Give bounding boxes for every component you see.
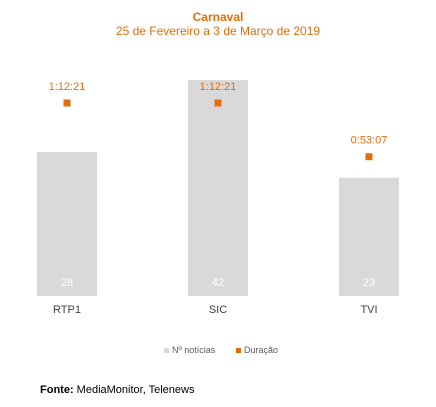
bar-label-tvi: 23 [363,277,375,289]
legend-swatch-duracao [236,348,241,353]
legend-swatch-noticias [164,348,169,353]
bar-label-sic: 42 [212,277,224,289]
duration-marker-sic [214,99,222,107]
bar-label-rtp1: 28 [61,277,73,289]
duration-label-tvi: 0:53:07 [351,135,388,147]
legend-label-noticias: Nº notícias [172,345,216,355]
x-tick-label-sic: SIC [209,304,227,316]
duration-marker-tvi [365,153,373,161]
source-note: Fonte: MediaMonitor, Telenews [40,384,194,396]
duration-label-sic: 1:12:21 [200,81,237,93]
source-text: MediaMonitor, Telenews [73,384,195,396]
x-tick-label-rtp1: RTP1 [53,304,81,316]
chart-title: Carnaval [192,10,244,24]
x-tick-label-tvi: TVI [360,304,377,316]
source-label: Fonte: [40,384,74,396]
bar-sic [188,80,248,296]
chart-subtitle: 25 de Fevereiro a 3 de Março de 2019 [115,24,321,38]
bar-rtp1 [37,152,97,296]
duration-label-rtp1: 1:12:21 [49,81,86,93]
bar-tvi [339,177,399,296]
legend-label-duracao: Duração [244,345,278,355]
duration-marker-rtp1 [63,99,71,107]
